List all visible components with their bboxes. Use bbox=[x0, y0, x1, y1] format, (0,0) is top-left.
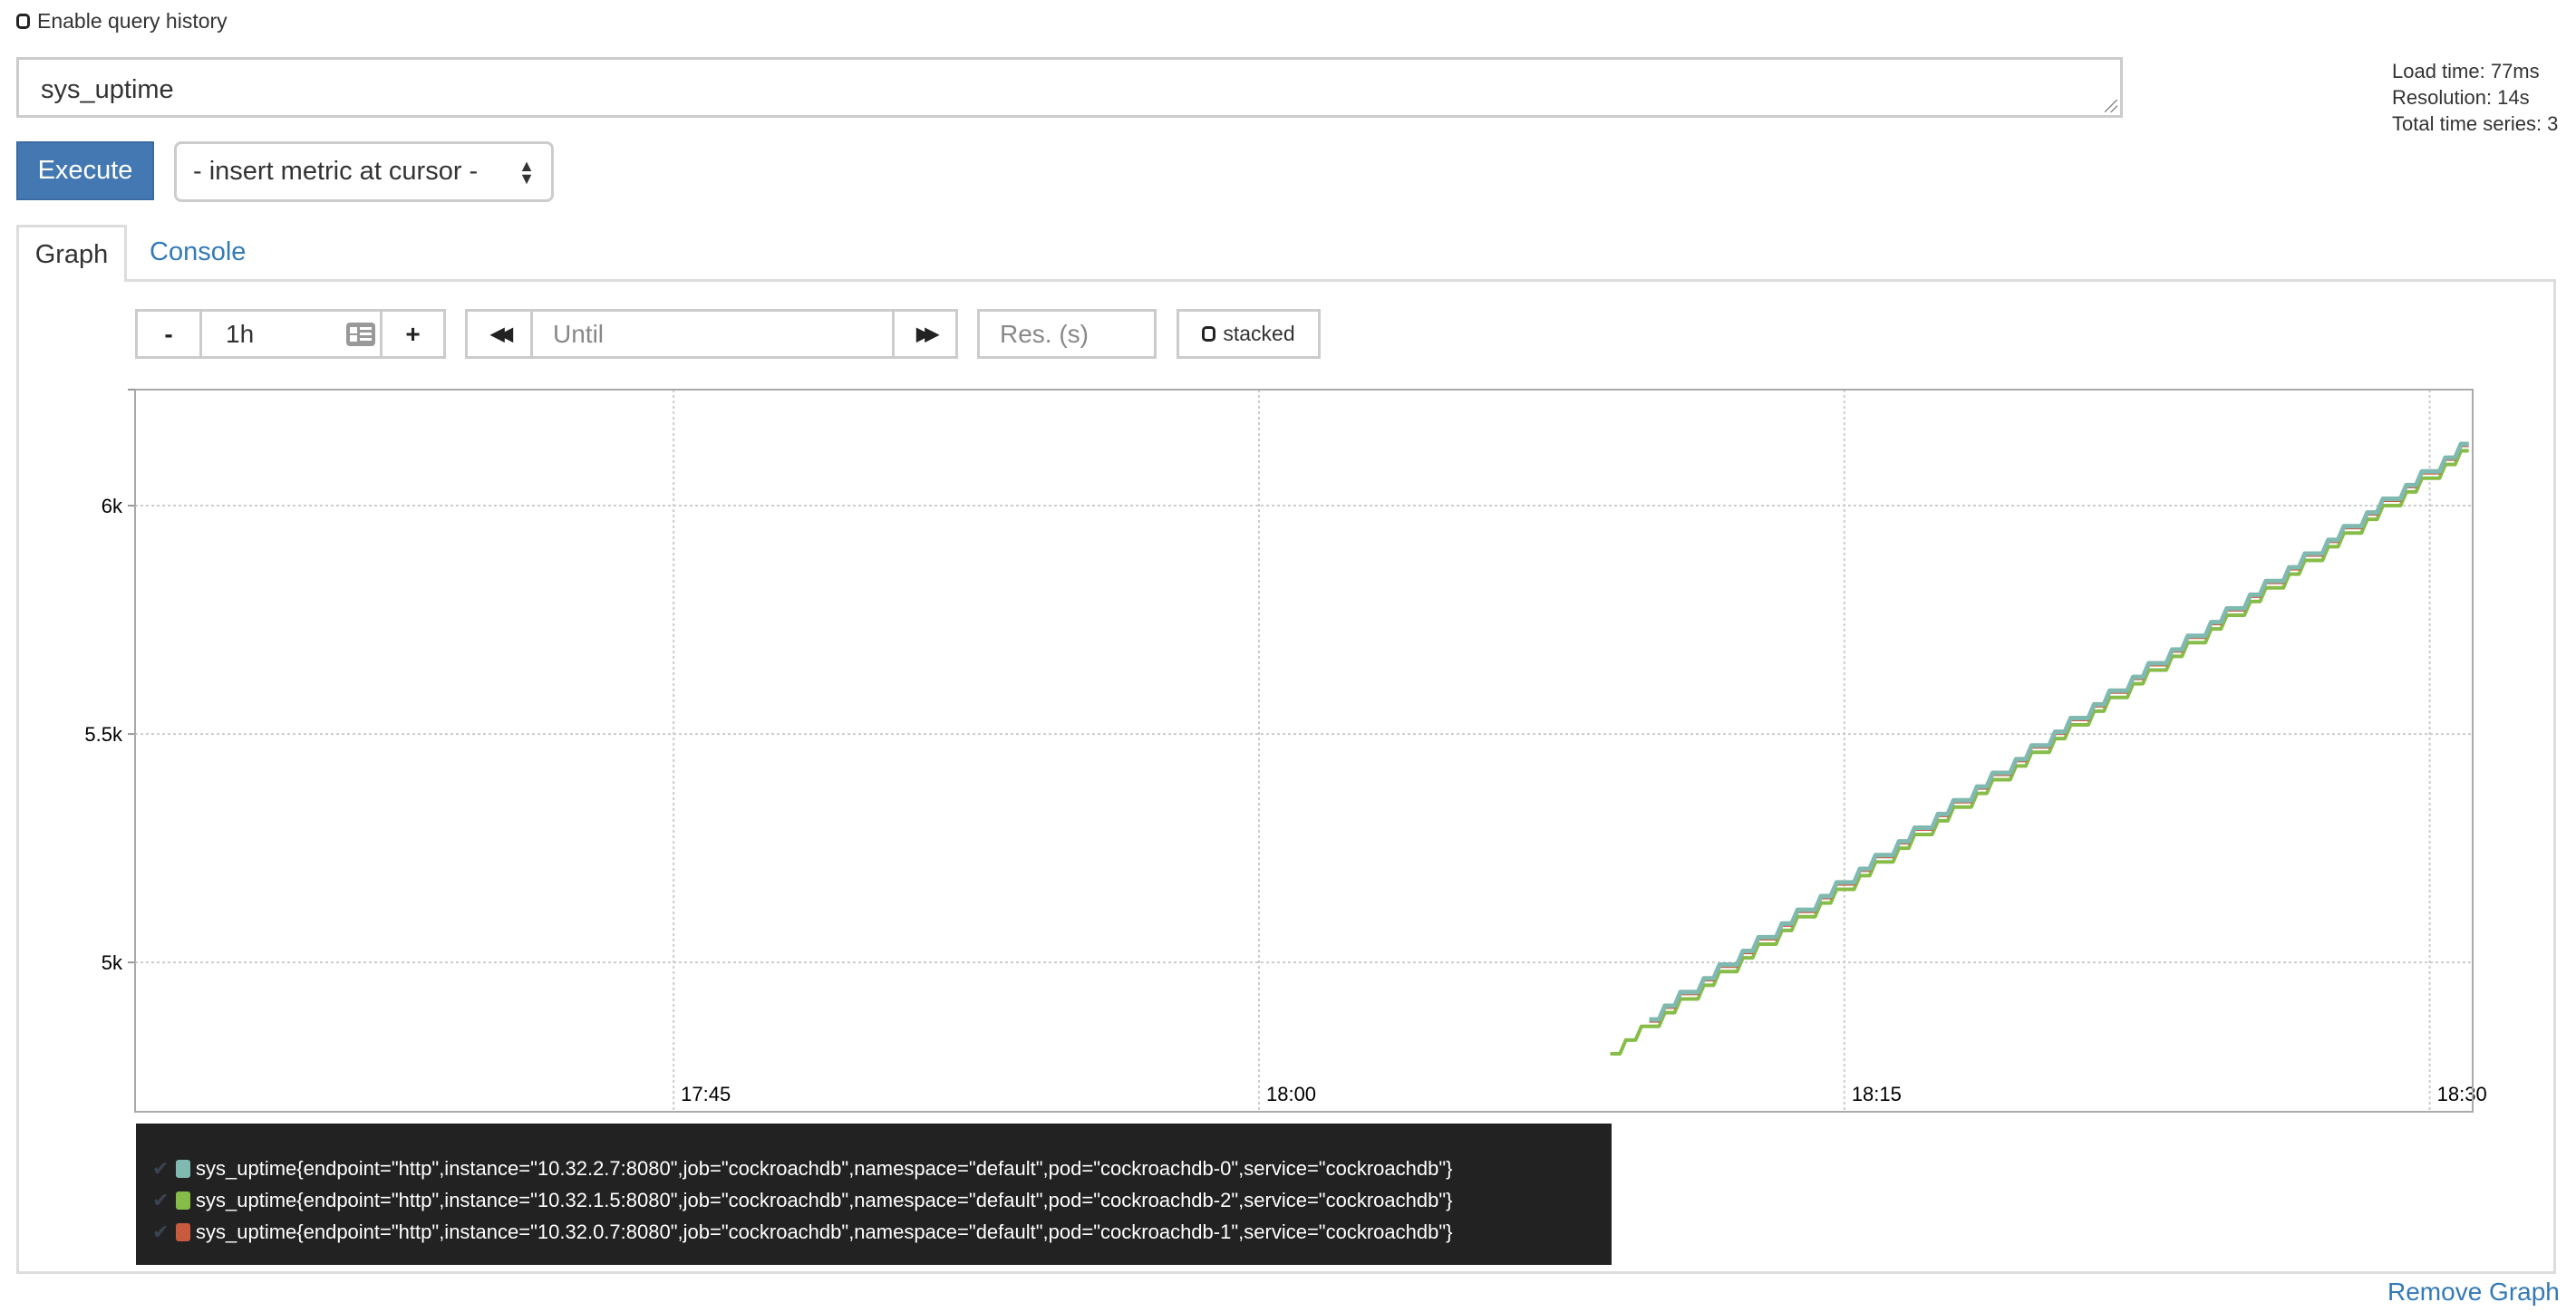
x-tick-label: 18:15 bbox=[1852, 1083, 1902, 1105]
until-placeholder: Until bbox=[553, 319, 605, 348]
check-icon[interactable]: ✔ bbox=[152, 1220, 169, 1243]
remove-graph-link[interactable]: Remove Graph bbox=[2387, 1278, 2560, 1306]
range-decrease-button[interactable]: - bbox=[135, 309, 202, 359]
query-history-label: Enable query history bbox=[37, 9, 228, 33]
resolution-placeholder: Res. (s) bbox=[1000, 319, 1089, 348]
resolution: Resolution: 14s bbox=[2392, 86, 2530, 109]
legend-item[interactable]: ✔ sys_uptime{endpoint="http",instance="10… bbox=[152, 1216, 1595, 1248]
series-swatch bbox=[176, 1222, 190, 1241]
query-history-checkbox[interactable]: Enable query history bbox=[16, 9, 228, 34]
load-time: Load time: 77ms bbox=[2392, 60, 2540, 82]
plot-border bbox=[134, 389, 2474, 1113]
x-tick-label: 18:30 bbox=[2437, 1083, 2487, 1105]
chart-axes: 5k 5.5k 6k 17:45 18:00 18:15 18:30 bbox=[84, 389, 2487, 1113]
series-name: sys_uptime{endpoint="http",instance="10.… bbox=[196, 1220, 1453, 1243]
y-tick-label: 6k bbox=[102, 495, 123, 517]
stacked-label: stacked bbox=[1223, 322, 1295, 345]
expression-value: sys_uptime bbox=[41, 75, 174, 104]
legend-item[interactable]: ✔ sys_uptime{endpoint="http",instance="10… bbox=[152, 1184, 1595, 1216]
query-stats: Load time: 77ms Resolution: 14s Total ti… bbox=[2392, 58, 2558, 137]
time-forward-button[interactable]: ▶▶ bbox=[892, 309, 958, 359]
chart-series bbox=[1610, 441, 2469, 1056]
execute-button[interactable]: Execute bbox=[16, 141, 154, 200]
x-tick-label: 17:45 bbox=[681, 1083, 731, 1105]
tab-graph[interactable]: Graph bbox=[16, 225, 127, 282]
series-line bbox=[1649, 441, 2469, 1022]
series-name: sys_uptime{endpoint="http",instance="10.… bbox=[196, 1156, 1453, 1180]
resolution-input[interactable]: Res. (s) bbox=[977, 309, 1157, 359]
insert-metric-selected: - insert metric at cursor - bbox=[193, 157, 479, 186]
series-line bbox=[1610, 449, 2469, 1056]
resize-handle-icon[interactable] bbox=[2105, 100, 2117, 112]
x-tick-label: 18:00 bbox=[1266, 1083, 1316, 1105]
until-input[interactable]: Until bbox=[530, 309, 895, 359]
time-back-button[interactable]: ◀◀ bbox=[465, 309, 533, 359]
total-series: Total time series: 3 bbox=[2392, 112, 2559, 135]
y-tick-label: 5.5k bbox=[84, 723, 123, 746]
legend-item[interactable]: ✔ sys_uptime{endpoint="http",instance="10… bbox=[152, 1153, 1595, 1184]
series-swatch bbox=[176, 1159, 190, 1178]
check-icon[interactable]: ✔ bbox=[152, 1156, 169, 1180]
range-increase-button[interactable]: + bbox=[380, 309, 446, 359]
uptime-chart: 5k 5.5k 6k 17:45 18:00 18:15 18:30 bbox=[84, 389, 2487, 1113]
chart-legend: ✔ sys_uptime{endpoint="http",instance="10… bbox=[136, 1124, 1612, 1265]
range-value: 1h bbox=[226, 319, 255, 348]
select-arrows-icon: ▲ ▼ bbox=[518, 156, 535, 188]
tab-console[interactable]: Console bbox=[150, 236, 247, 266]
series-name: sys_uptime{endpoint="http",instance="10.… bbox=[196, 1188, 1453, 1211]
chart-grid bbox=[135, 390, 2473, 1112]
series-swatch bbox=[176, 1191, 190, 1210]
range-input[interactable]: 1h bbox=[199, 309, 383, 359]
checkbox-icon[interactable] bbox=[16, 14, 30, 29]
stacked-toggle[interactable]: stacked bbox=[1177, 309, 1321, 359]
check-icon[interactable]: ✔ bbox=[152, 1188, 169, 1211]
calendar-list-icon[interactable] bbox=[345, 321, 376, 348]
y-tick-label: 5k bbox=[102, 951, 123, 974]
insert-metric-select[interactable]: - insert metric at cursor - ▲ ▼ bbox=[174, 141, 554, 202]
checkbox-icon[interactable] bbox=[1202, 326, 1216, 342]
expression-input[interactable]: sys_uptime bbox=[16, 57, 2123, 118]
graph-panel bbox=[16, 279, 2556, 1274]
